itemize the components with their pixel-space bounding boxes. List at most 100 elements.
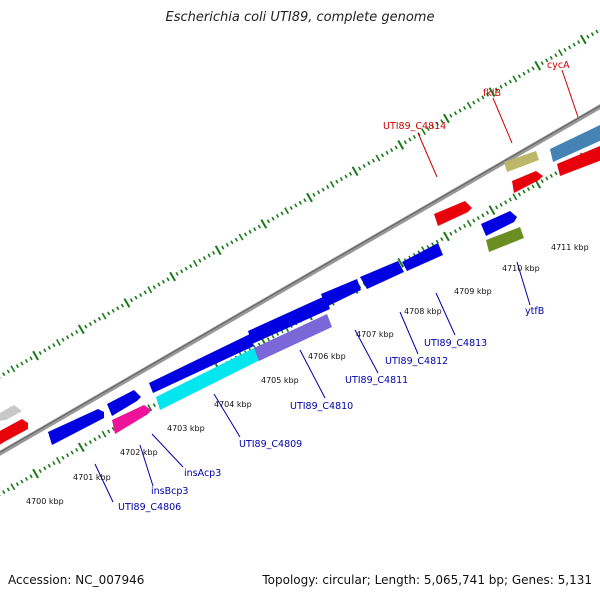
tick-mark <box>88 322 92 327</box>
cds-feature-UTI89_C4811[interactable] <box>321 279 361 307</box>
cds-feature-UTI89_C4812[interactable] <box>360 261 404 289</box>
tick-mark <box>508 197 512 202</box>
tick-mark <box>440 119 444 124</box>
cds-feature-UTI89_C4814[interactable] <box>434 201 472 226</box>
gene-label-UTI89_C4810[interactable]: UTI89_C4810 <box>290 401 353 412</box>
cds-feature-UTI89_C4810-arrow[interactable] <box>248 296 330 344</box>
cds-feature-cycA-lower[interactable] <box>557 146 600 176</box>
tick-mark <box>10 365 16 373</box>
tick-mark <box>512 193 518 201</box>
cds-feature-UTI89_C4806[interactable] <box>48 409 104 445</box>
gene-label-UTI89_C4806[interactable]: UTI89_C4806 <box>118 502 181 513</box>
cds-feature-gray[interactable] <box>0 405 22 421</box>
tick-mark <box>481 95 485 100</box>
tick-mark <box>175 271 179 276</box>
gene-label-UTI89_C4813[interactable]: UTI89_C4813 <box>424 338 487 349</box>
tick-mark <box>10 483 16 491</box>
tick-mark <box>244 232 248 237</box>
gene-label-UTI89_C4809[interactable]: UTI89_C4809 <box>239 439 302 450</box>
leader-ytfB <box>516 261 531 306</box>
kbp-label: 4709 kbp <box>454 287 492 296</box>
cds-feature-UTI89_C4809-arrow[interactable] <box>149 334 254 393</box>
leader-UTI89_C4806 <box>94 463 114 503</box>
tick-mark <box>549 173 553 178</box>
tick-mark <box>93 437 97 442</box>
tick-mark <box>512 75 518 83</box>
tick-mark <box>348 171 353 176</box>
tick-mark <box>6 487 10 492</box>
tick-mark <box>289 206 293 211</box>
leader-UTI89_C4812 <box>399 311 419 355</box>
tick-mark <box>408 137 412 142</box>
tick-mark <box>375 154 381 162</box>
cds-feature-fklB[interactable] <box>512 171 543 193</box>
tick-mark <box>52 343 56 348</box>
tick-mark <box>152 403 156 408</box>
gene-label-UTI89_C4814[interactable]: UTI89_C4814 <box>383 121 446 132</box>
tick-mark <box>458 108 462 113</box>
leader-UTI89_C4811 <box>354 329 379 374</box>
gene-label-UTI89_C4811[interactable]: UTI89_C4811 <box>345 375 408 386</box>
tick-mark <box>52 461 56 466</box>
tick-mark <box>184 266 188 271</box>
cds-feature-UTI89_C4809[interactable] <box>156 347 260 410</box>
tick-mark <box>225 242 229 247</box>
tick-mark <box>43 348 47 353</box>
tick-mark <box>77 442 85 453</box>
leader-UTI89_C4814 <box>417 132 438 178</box>
gene-label-insBcp3[interactable]: insBcp3 <box>151 486 188 497</box>
tick-mark <box>24 358 29 363</box>
cds-feature-UTI89_C4813[interactable] <box>402 243 443 271</box>
leader-UTI89_C4813 <box>435 292 456 336</box>
gene-label-ytfB[interactable]: ytfB <box>525 306 544 317</box>
tick-mark <box>75 447 79 452</box>
tick-mark <box>579 34 587 45</box>
tick-mark <box>47 345 51 350</box>
tick-mark <box>545 58 549 63</box>
tick-mark <box>129 298 134 303</box>
kbp-label: 4708 kbp <box>404 307 442 316</box>
gene-label-insAcp3[interactable]: insAcp3 <box>184 468 221 479</box>
cds-feature-ytfB[interactable] <box>486 227 524 252</box>
tick-mark <box>495 87 499 92</box>
leader-UTI89_C4810 <box>299 349 326 399</box>
tick-mark <box>540 179 544 184</box>
tick-mark <box>476 216 480 221</box>
cds-feature-khaki[interactable] <box>504 151 539 172</box>
tick-mark <box>485 92 490 97</box>
gene-label-UTI89_C4812[interactable]: UTI89_C4812 <box>385 356 448 367</box>
tick-mark <box>572 42 576 47</box>
tick-mark <box>526 69 531 74</box>
tick-mark <box>15 364 19 369</box>
tick-mark <box>431 242 435 247</box>
tick-mark <box>238 233 244 241</box>
tick-mark <box>166 277 170 282</box>
cds-feature-insBcp3[interactable] <box>112 405 151 434</box>
accession-text: Accession: NC_007946 <box>8 573 145 587</box>
cds-feature-left-red[interactable] <box>0 419 28 446</box>
tick-mark <box>97 316 102 321</box>
kbp-label: 4706 kbp <box>308 352 346 361</box>
cds-feature-insAcp3[interactable] <box>107 390 141 416</box>
tick-mark <box>526 187 531 192</box>
tick-mark <box>485 210 490 215</box>
cds-feature-UTI89_C4810[interactable] <box>254 314 332 361</box>
cds-feature-cycA-upper[interactable] <box>550 125 600 162</box>
gene-label-fklB[interactable]: fklB <box>483 88 501 99</box>
tick-mark <box>20 479 24 484</box>
tick-mark <box>385 150 389 155</box>
tick-mark <box>275 213 280 218</box>
gene-label-cycA[interactable]: cycA <box>547 60 570 71</box>
tick-mark <box>463 105 467 110</box>
tick-mark <box>531 184 535 189</box>
tick-mark <box>463 223 467 228</box>
tick-mark <box>101 430 107 438</box>
tick-mark <box>495 205 499 210</box>
cds-feature-ytfB-upper[interactable] <box>481 211 517 236</box>
tick-mark <box>284 207 290 215</box>
tick-mark <box>472 218 476 223</box>
tick-mark <box>107 311 111 316</box>
tick-mark <box>271 216 275 221</box>
tick-mark <box>29 356 33 361</box>
